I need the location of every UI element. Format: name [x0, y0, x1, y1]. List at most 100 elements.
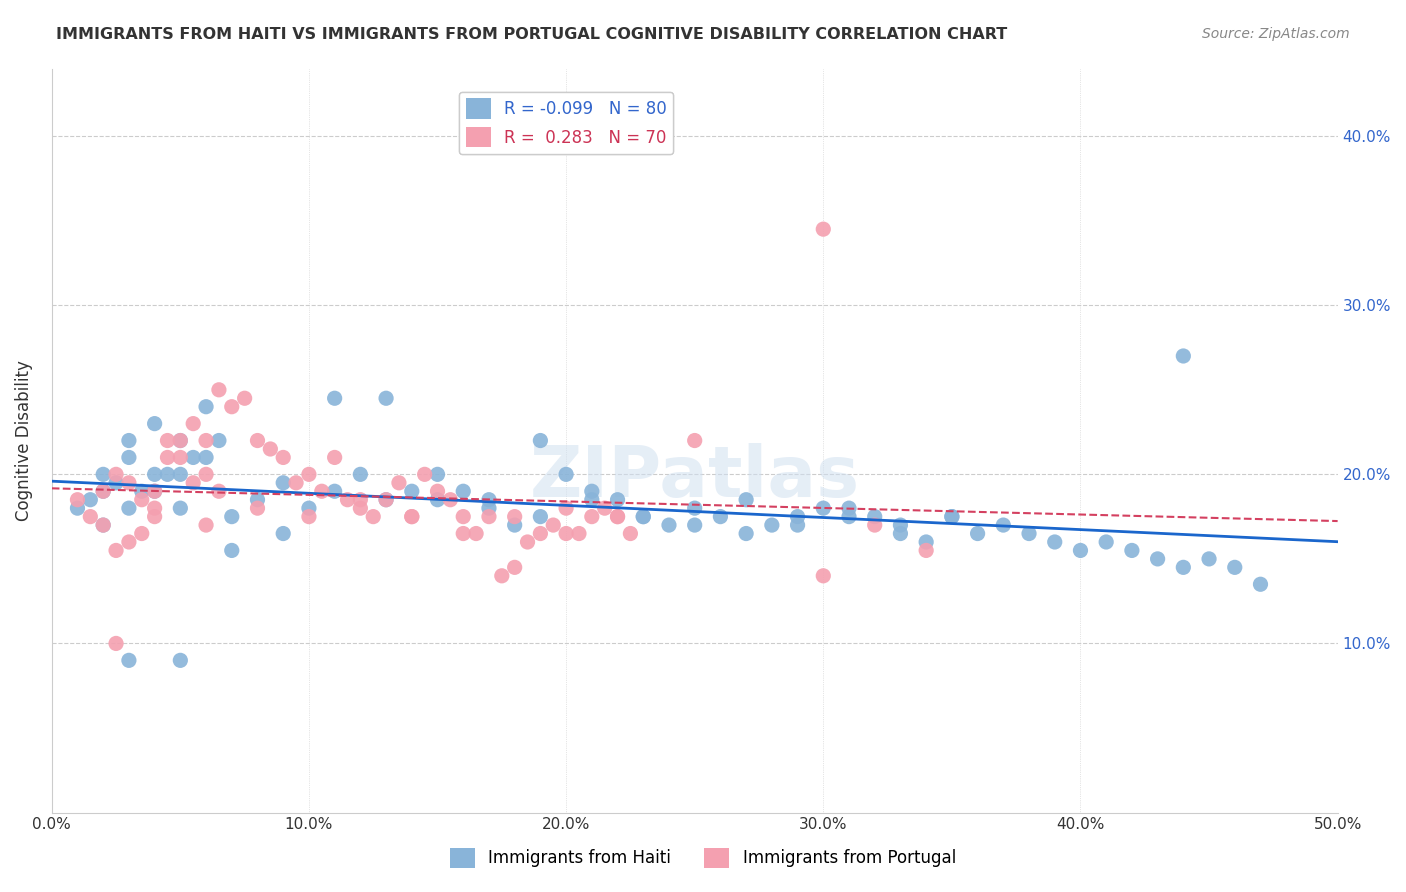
Point	[478, 501, 501, 516]
Point	[169, 434, 191, 448]
Point	[503, 518, 526, 533]
Point	[619, 526, 641, 541]
Point	[633, 509, 655, 524]
Text: ZIPatlas: ZIPatlas	[530, 443, 859, 512]
Point	[118, 535, 141, 549]
Point	[195, 400, 218, 414]
Point	[915, 535, 938, 549]
Point	[581, 509, 603, 524]
Point	[426, 492, 449, 507]
Point	[761, 518, 783, 533]
Point	[105, 543, 128, 558]
Point	[349, 492, 371, 507]
Point	[413, 467, 436, 482]
Point	[915, 543, 938, 558]
Legend: Immigrants from Haiti, Immigrants from Portugal: Immigrants from Haiti, Immigrants from P…	[443, 841, 963, 875]
Point	[606, 492, 628, 507]
Point	[271, 450, 294, 465]
Point	[156, 434, 179, 448]
Point	[889, 526, 911, 541]
Point	[555, 501, 578, 516]
Point	[1146, 552, 1168, 566]
Point	[221, 400, 243, 414]
Point	[208, 434, 231, 448]
Point	[271, 526, 294, 541]
Point	[246, 434, 269, 448]
Point	[131, 526, 153, 541]
Point	[451, 509, 474, 524]
Point	[156, 467, 179, 482]
Point	[169, 467, 191, 482]
Point	[889, 518, 911, 533]
Point	[401, 509, 423, 524]
Point	[478, 509, 501, 524]
Point	[606, 509, 628, 524]
Point	[105, 475, 128, 490]
Point	[786, 509, 808, 524]
Point	[541, 518, 564, 533]
Y-axis label: Cognitive Disability: Cognitive Disability	[15, 360, 32, 521]
Point	[863, 509, 886, 524]
Point	[143, 501, 166, 516]
Point	[221, 509, 243, 524]
Point	[285, 475, 308, 490]
Point	[683, 501, 706, 516]
Point	[555, 467, 578, 482]
Point	[118, 434, 141, 448]
Point	[581, 492, 603, 507]
Point	[105, 636, 128, 650]
Point	[516, 535, 538, 549]
Point	[298, 467, 321, 482]
Point	[195, 518, 218, 533]
Point	[323, 391, 346, 405]
Point	[813, 222, 835, 236]
Text: IMMIGRANTS FROM HAITI VS IMMIGRANTS FROM PORTUGAL COGNITIVE DISABILITY CORRELATI: IMMIGRANTS FROM HAITI VS IMMIGRANTS FROM…	[56, 27, 1008, 42]
Point	[349, 467, 371, 482]
Point	[993, 518, 1015, 533]
Point	[143, 484, 166, 499]
Point	[233, 391, 256, 405]
Point	[529, 434, 551, 448]
Point	[169, 501, 191, 516]
Point	[143, 509, 166, 524]
Point	[529, 526, 551, 541]
Point	[361, 509, 384, 524]
Point	[1250, 577, 1272, 591]
Point	[451, 526, 474, 541]
Point	[195, 434, 218, 448]
Point	[966, 526, 988, 541]
Point	[401, 484, 423, 499]
Point	[131, 492, 153, 507]
Point	[375, 391, 398, 405]
Text: Source: ZipAtlas.com: Source: ZipAtlas.com	[1202, 27, 1350, 41]
Point	[169, 450, 191, 465]
Point	[118, 501, 141, 516]
Point	[181, 450, 204, 465]
Point	[1121, 543, 1143, 558]
Point	[246, 492, 269, 507]
Point	[658, 518, 681, 533]
Point	[143, 467, 166, 482]
Point	[1069, 543, 1091, 558]
Point	[491, 569, 513, 583]
Point	[735, 526, 758, 541]
Point	[208, 383, 231, 397]
Point	[633, 509, 655, 524]
Point	[439, 492, 461, 507]
Point	[863, 518, 886, 533]
Point	[838, 509, 860, 524]
Point	[66, 492, 89, 507]
Point	[66, 501, 89, 516]
Point	[503, 509, 526, 524]
Point	[941, 509, 963, 524]
Point	[336, 492, 359, 507]
Point	[91, 467, 114, 482]
Point	[195, 450, 218, 465]
Point	[118, 475, 141, 490]
Point	[298, 509, 321, 524]
Point	[1173, 560, 1195, 574]
Point	[1095, 535, 1118, 549]
Point	[181, 417, 204, 431]
Point	[813, 569, 835, 583]
Point	[1043, 535, 1066, 549]
